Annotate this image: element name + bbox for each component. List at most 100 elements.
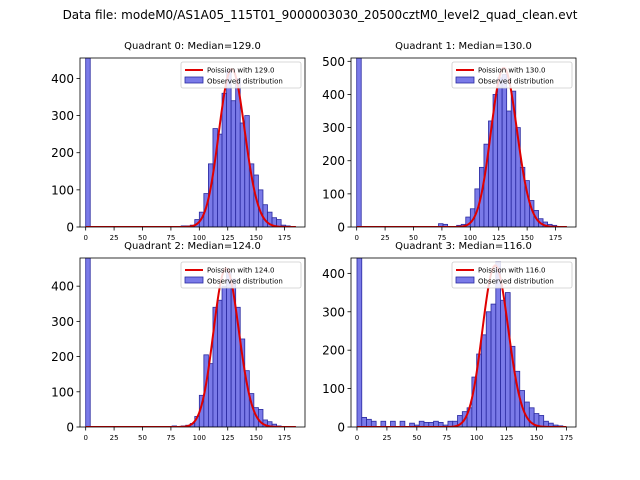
histogram-bar	[230, 100, 237, 227]
histogram-bar	[208, 363, 214, 427]
x-tick-label: 150	[249, 234, 262, 242]
histogram-bar	[85, 58, 91, 227]
histogram-bar	[500, 299, 506, 427]
legend: Poission with 129.0 Observed distribution	[180, 61, 302, 89]
x-tick-label: 50	[138, 434, 147, 442]
histogram-bar	[490, 303, 497, 427]
histogram-bar	[85, 258, 91, 427]
y-tick-label: 200	[51, 146, 74, 160]
legend-label: Observed distribution	[478, 278, 554, 286]
x-tick-label: 50	[412, 434, 421, 442]
histogram-bar	[370, 420, 377, 427]
legend-box	[180, 261, 302, 289]
legend-bar-swatch	[184, 76, 204, 84]
legend: Poission with 116.0 Observed distribution	[451, 261, 573, 289]
x-tick-label: 0	[83, 434, 87, 442]
y-tick-label: 500	[322, 55, 345, 69]
x-tick-label: 100	[464, 234, 477, 242]
y-tick-label: 400	[51, 280, 74, 294]
y-tick-label: 400	[322, 88, 345, 102]
histogram-bar	[399, 420, 406, 427]
y-tick-label: 200	[51, 350, 74, 364]
legend: Poission with 124.0 Observed distribution	[180, 261, 302, 289]
x-tick-label: 0	[83, 234, 87, 242]
histogram-bar	[226, 271, 232, 427]
y-tick-label: 100	[51, 385, 74, 399]
histogram-bar	[262, 204, 268, 227]
x-tick-label: 125	[492, 234, 505, 242]
x-tick-label: 50	[409, 234, 418, 242]
y-tick-label: 0	[66, 221, 74, 235]
legend-bar-swatch	[455, 76, 475, 84]
x-tick-label: 175	[549, 234, 562, 242]
x-tick-label: 50	[138, 234, 147, 242]
x-tick-label: 0	[354, 234, 358, 242]
y-tick-label: 300	[51, 109, 74, 123]
x-tick-label: 25	[382, 434, 391, 442]
x-tick-label: 0	[355, 434, 359, 442]
histogram-bar	[497, 77, 503, 227]
y-tick-label: 400	[51, 72, 74, 86]
histogram-bar	[217, 133, 223, 227]
panel-plot-area	[356, 258, 567, 427]
panel-title: Quadrant 3: Median=116.0	[395, 241, 532, 252]
histogram-bar	[390, 420, 396, 427]
x-tick-label: 175	[278, 434, 291, 442]
poisson-fit-line	[356, 66, 567, 227]
legend-box	[180, 61, 302, 89]
figure-title: Data file: modeM0/AS1A05_115T01_90000030…	[62, 8, 578, 22]
histogram-bar	[506, 110, 512, 227]
histogram-bar	[361, 416, 367, 427]
x-tick-label: 25	[110, 434, 119, 442]
x-tick-label: 150	[530, 434, 543, 442]
legend: Poission with 130.0 Observed distribution	[451, 61, 573, 89]
x-tick-label: 150	[520, 234, 533, 242]
y-tick-label: 200	[322, 154, 345, 168]
x-tick-label: 175	[278, 234, 291, 242]
legend-bar-swatch	[184, 276, 204, 284]
legend-label: Poission with 130.0	[478, 67, 546, 75]
legend-bar-swatch	[455, 276, 475, 284]
x-tick-label: 75	[166, 434, 175, 442]
poisson-fit-line	[85, 267, 296, 427]
legend-box	[451, 261, 573, 289]
panel-plot-area	[85, 258, 296, 427]
histogram-bar	[501, 74, 508, 227]
y-tick-label: 300	[322, 305, 345, 319]
legend-label: Poission with 124.0	[207, 267, 275, 275]
x-tick-label: 100	[470, 434, 483, 442]
y-tick-label: 400	[322, 267, 345, 281]
panel-plot-area	[356, 58, 567, 227]
y-tick-label: 100	[51, 183, 74, 197]
x-tick-label: 150	[249, 434, 262, 442]
poisson-fit-line	[356, 264, 567, 427]
axes-frame	[79, 57, 306, 228]
x-tick-label: 75	[437, 234, 446, 242]
legend-label: Poission with 129.0	[207, 67, 275, 75]
y-tick-label: 0	[66, 421, 74, 435]
x-tick-label: 100	[193, 434, 206, 442]
y-tick-label: 0	[337, 221, 345, 235]
histogram-bar	[356, 58, 362, 227]
legend-label: Poission with 116.0	[478, 267, 546, 275]
legend-label: Observed distribution	[478, 78, 554, 86]
histogram-bar	[356, 258, 363, 427]
quadrant-panel-2: 0 25 50 75 100 125 150 175 0 100 200 300 400 Quadrant…	[51, 241, 306, 442]
quadrant-panel-0: 0 25 50 75 100 125 150 175 0 100 200 300 400 Quadrant…	[51, 41, 306, 242]
y-tick-label: 100	[322, 382, 345, 396]
panel-title: Quadrant 2: Median=124.0	[124, 241, 261, 252]
y-tick-label: 300	[322, 121, 345, 135]
x-tick-label: 25	[110, 234, 119, 242]
histogram-bar	[239, 122, 246, 227]
quadrant-panel-3: 0 25 50 75 100 125 150 175 0 100 200 300 400 Quadrant…	[322, 241, 577, 442]
histogram-bar	[221, 92, 227, 227]
panel-title: Quadrant 0: Median=129.0	[124, 41, 261, 52]
histogram-bar	[380, 420, 387, 427]
x-tick-label: 125	[500, 434, 513, 442]
y-tick-label: 0	[337, 421, 345, 435]
x-tick-label: 125	[221, 234, 234, 242]
histogram-bar	[226, 70, 232, 227]
histogram-bar	[366, 418, 372, 427]
